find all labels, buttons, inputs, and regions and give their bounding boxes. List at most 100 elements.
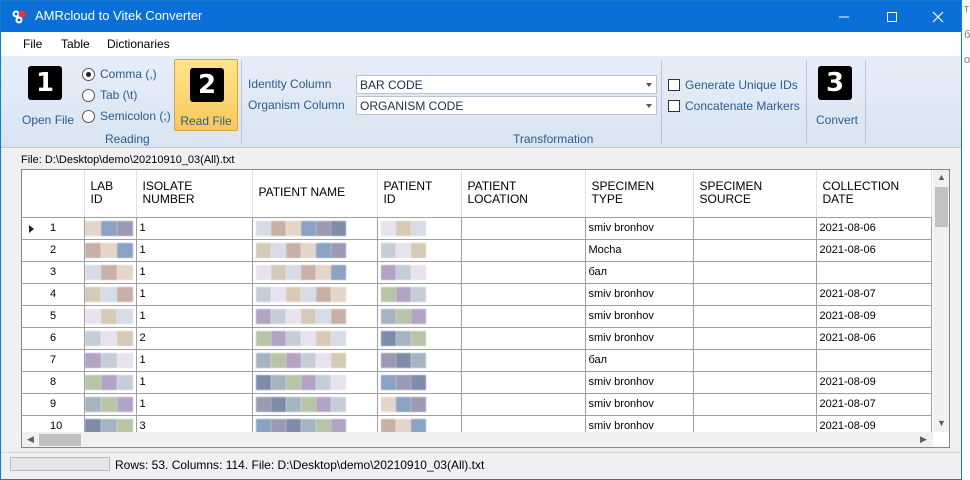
radio-tab[interactable]: Tab (\t): [82, 88, 137, 102]
specimen-source-cell[interactable]: [693, 217, 817, 240]
collection-date-cell[interactable]: 2021-08-06: [816, 217, 932, 240]
patient-id-cell[interactable]: [377, 393, 462, 416]
row-header[interactable]: 1: [22, 217, 85, 240]
patient-id-cell[interactable]: [377, 239, 462, 262]
collection-date-cell[interactable]: 2021-08-09: [816, 305, 932, 328]
collection-date-cell[interactable]: 2021-08-06: [816, 239, 932, 262]
specimen-source-cell[interactable]: [693, 393, 817, 416]
scroll-right-icon[interactable]: ▶: [920, 434, 927, 444]
patient-location-cell[interactable]: [461, 305, 586, 328]
vertical-scrollbar[interactable]: ▲ ▼: [933, 170, 949, 432]
table-row[interactable]: 9 1 smiv bronhov 2021-08-07: [22, 393, 932, 416]
collection-date-cell[interactable]: 2021-08-09: [816, 371, 932, 394]
generate-unique-ids-checkbox[interactable]: Generate Unique IDs: [668, 78, 798, 92]
specimen-source-cell[interactable]: [693, 305, 817, 328]
maximize-button[interactable]: [869, 1, 915, 32]
patient-name-cell[interactable]: [252, 393, 378, 416]
isolate-number-cell[interactable]: 1: [136, 217, 253, 240]
specimen-type-cell[interactable]: smiv bronhov: [585, 393, 694, 416]
patient-name-cell[interactable]: [252, 327, 378, 350]
open-file-button[interactable]: 1 Open File: [15, 59, 79, 129]
specimen-source-cell[interactable]: [693, 239, 817, 262]
patient-id-cell[interactable]: [377, 305, 462, 328]
specimen-source-cell[interactable]: [693, 349, 817, 372]
lab-id-cell[interactable]: [84, 349, 137, 372]
row-header[interactable]: 3: [22, 261, 85, 284]
minimize-button[interactable]: [821, 1, 867, 32]
table-row[interactable]: 2 1 Mocha 2021-08-06: [22, 239, 932, 262]
collection-date-cell[interactable]: 2021-08-07: [816, 393, 932, 416]
specimen-source-cell[interactable]: [693, 327, 817, 350]
patient-location-cell[interactable]: [461, 327, 586, 350]
lab-id-cell[interactable]: [84, 239, 137, 262]
scroll-thumb[interactable]: [39, 434, 81, 446]
table-row[interactable]: 1 1 smiv bronhov 2021-08-06: [22, 217, 932, 240]
table-row[interactable]: 3 1 бал: [22, 261, 932, 284]
column-header[interactable]: ISOLATE NUMBER: [136, 170, 253, 218]
title-bar[interactable]: AMRcloud to Vitek Converter: [1, 1, 961, 32]
row-header[interactable]: 2: [22, 239, 85, 262]
patient-location-cell[interactable]: [461, 239, 586, 262]
specimen-type-cell[interactable]: smiv bronhov: [585, 327, 694, 350]
organism-column-select[interactable]: ORGANISM CODE: [356, 96, 657, 115]
column-header[interactable]: SPECIMEN TYPE: [585, 170, 694, 218]
specimen-type-cell[interactable]: бал: [585, 261, 694, 284]
patient-id-cell[interactable]: [377, 371, 462, 394]
lab-id-cell[interactable]: [84, 393, 137, 416]
table-row[interactable]: 7 1 бал: [22, 349, 932, 372]
isolate-number-cell[interactable]: 1: [136, 349, 253, 372]
patient-location-cell[interactable]: [461, 349, 586, 372]
specimen-type-cell[interactable]: Mocha: [585, 239, 694, 262]
table-row[interactable]: 8 1 smiv bronhov 2021-08-09: [22, 371, 932, 394]
table-row[interactable]: 4 1 smiv bronhov 2021-08-07: [22, 283, 932, 306]
lab-id-cell[interactable]: [84, 217, 137, 240]
patient-name-cell[interactable]: [252, 349, 378, 372]
collection-date-cell[interactable]: 2021-08-07: [816, 283, 932, 306]
patient-name-cell[interactable]: [252, 371, 378, 394]
column-header[interactable]: COLLECTION DATE: [816, 170, 932, 218]
menu-table[interactable]: Table: [61, 37, 90, 51]
column-header[interactable]: LAB ID: [84, 170, 137, 218]
column-header[interactable]: SPECIMEN SOURCE: [693, 170, 817, 218]
convert-button[interactable]: 3 Convert: [809, 59, 863, 129]
data-grid[interactable]: LAB ID ISOLATE NUMBER PATIENT NAME PATIE…: [21, 169, 950, 448]
radio-comma[interactable]: Comma (,): [82, 67, 157, 81]
patient-location-cell[interactable]: [461, 371, 586, 394]
row-header[interactable]: 7: [22, 349, 85, 372]
scroll-left-icon[interactable]: ◀: [27, 434, 34, 444]
row-header[interactable]: 4: [22, 283, 85, 306]
patient-name-cell[interactable]: [252, 305, 378, 328]
lab-id-cell[interactable]: [84, 261, 137, 284]
row-header[interactable]: 8: [22, 371, 85, 394]
collection-date-cell[interactable]: [816, 349, 932, 372]
specimen-type-cell[interactable]: бал: [585, 349, 694, 372]
specimen-source-cell[interactable]: [693, 371, 817, 394]
row-header[interactable]: 6: [22, 327, 85, 350]
isolate-number-cell[interactable]: 1: [136, 261, 253, 284]
patient-location-cell[interactable]: [461, 217, 586, 240]
isolate-number-cell[interactable]: 1: [136, 371, 253, 394]
specimen-type-cell[interactable]: smiv bronhov: [585, 283, 694, 306]
isolate-number-cell[interactable]: 1: [136, 239, 253, 262]
patient-id-cell[interactable]: [377, 261, 462, 284]
lab-id-cell[interactable]: [84, 327, 137, 350]
patient-name-cell[interactable]: [252, 415, 378, 438]
table-row[interactable]: 5 1 smiv bronhov 2021-08-09: [22, 305, 932, 328]
patient-name-cell[interactable]: [252, 261, 378, 284]
radio-semicolon[interactable]: Semicolon (;): [82, 109, 171, 123]
lab-id-cell[interactable]: [84, 305, 137, 328]
column-header[interactable]: PATIENT ID: [377, 170, 462, 218]
scroll-up-icon[interactable]: ▲: [937, 172, 946, 182]
specimen-type-cell[interactable]: smiv bronhov: [585, 217, 694, 240]
patient-location-cell[interactable]: [461, 261, 586, 284]
isolate-number-cell[interactable]: 2: [136, 327, 253, 350]
isolate-number-cell[interactable]: 1: [136, 305, 253, 328]
table-row[interactable]: 6 2 smiv bronhov 2021-08-06: [22, 327, 932, 350]
patient-id-cell[interactable]: [377, 283, 462, 306]
specimen-type-cell[interactable]: smiv bronhov: [585, 371, 694, 394]
menu-dictionaries[interactable]: Dictionaries: [107, 37, 170, 51]
row-header[interactable]: 5: [22, 305, 85, 328]
collection-date-cell[interactable]: 2021-08-06: [816, 327, 932, 350]
menu-file[interactable]: File: [23, 37, 43, 51]
column-header[interactable]: PATIENT NAME: [252, 170, 378, 218]
